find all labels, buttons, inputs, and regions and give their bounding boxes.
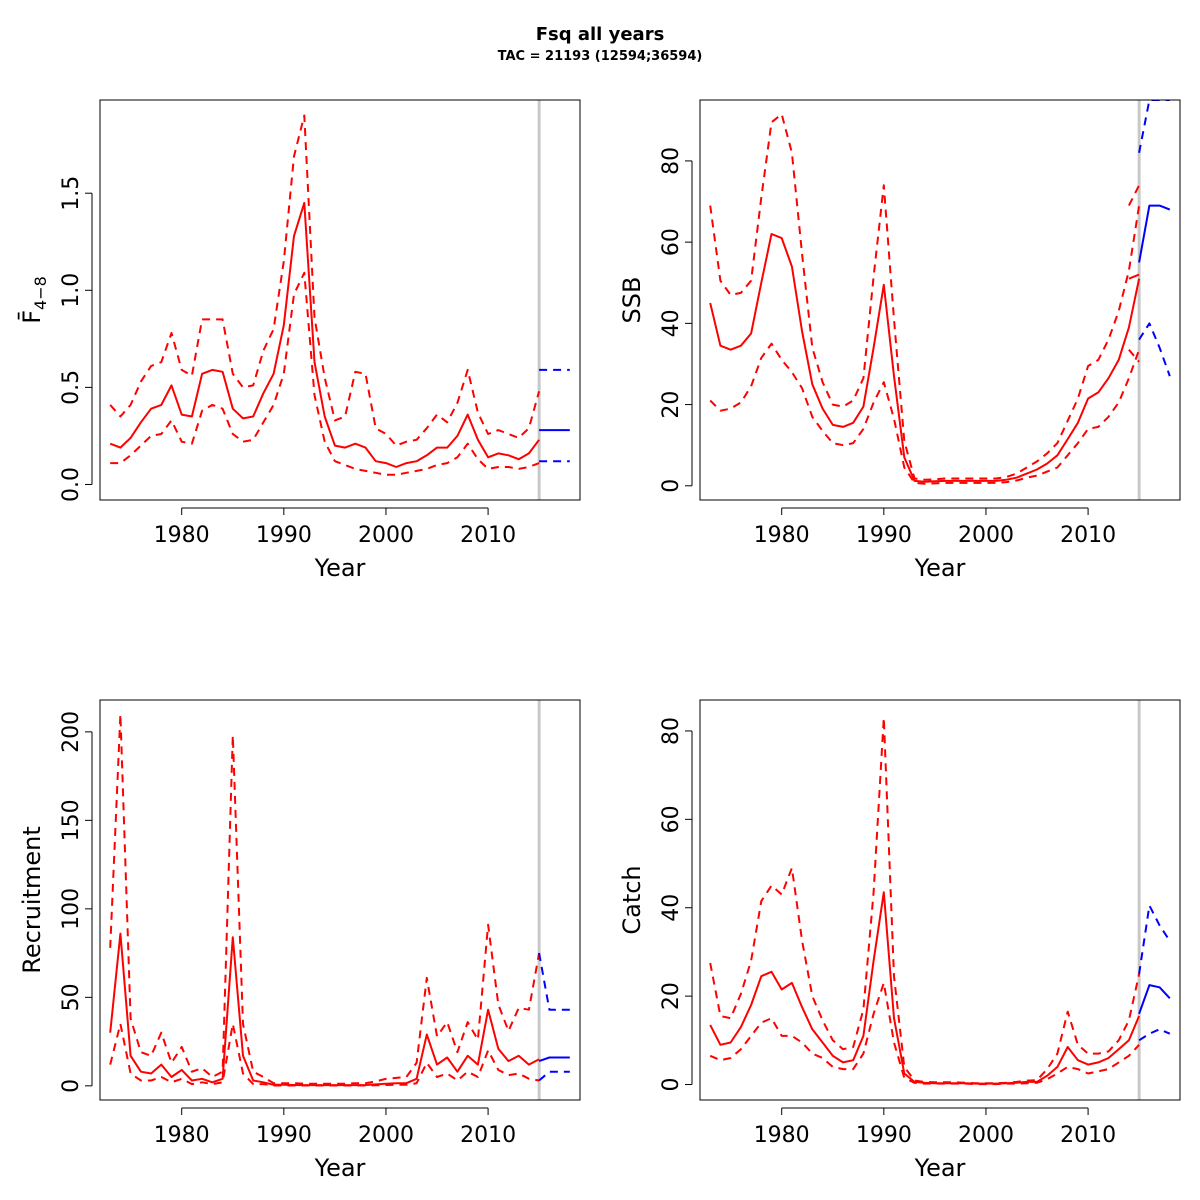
series-line-ci-8 [1138, 322, 1171, 377]
plot-frame [699, 699, 1181, 1101]
y-tick-label: 60 [659, 228, 684, 256]
y-tick-label: 0 [59, 1079, 84, 1093]
x-tick-label: 2010 [1060, 1123, 1116, 1148]
y-axis-label: Recruitment [18, 826, 46, 973]
series-line-ci-2 [110, 271, 540, 476]
x-tick-label: 2000 [958, 1123, 1014, 1148]
figure-subtitle: TAC = 21193 (12594;36594) [498, 49, 703, 64]
x-tick-label: 2010 [1060, 523, 1116, 548]
series-line-estimate-6 [1138, 204, 1171, 263]
series-line-ci-5 [1128, 349, 1140, 363]
series-line-ci-5 [1138, 1028, 1171, 1042]
x-axis: 1980 1990 2000 2010 Year [154, 1107, 516, 1182]
y-tick-label: 80 [659, 147, 684, 175]
y-tick-label: 40 [659, 309, 684, 337]
plot-frame [99, 99, 581, 501]
x-axis-label: Year [914, 554, 966, 582]
y-tick-label: 20 [659, 391, 684, 419]
series-line-estimate-3 [1128, 273, 1140, 280]
x-tick-label: 1980 [754, 523, 810, 548]
figure-title: Fsq all years [536, 24, 665, 45]
panel-fbar: 1980 1990 2000 2010 Year 0.0 0.5 1.0 1.5 F̄4−8 [17, 99, 581, 582]
x-tick-label: 2000 [358, 523, 414, 548]
series-line-ci-2 [709, 981, 1140, 1086]
series-line-estimate-0 [709, 891, 1141, 1085]
x-tick-label: 1980 [154, 1123, 210, 1148]
y-tick-label: 100 [59, 888, 84, 930]
y-tick-label: 20 [659, 982, 684, 1010]
series-line-ci-4 [1128, 184, 1140, 207]
y-tick-label: 40 [659, 894, 684, 922]
x-tick-label: 2010 [460, 1123, 516, 1148]
x-tick-label: 2000 [958, 523, 1014, 548]
x-axis-label: Year [314, 554, 366, 582]
x-tick-label: 1990 [856, 1123, 912, 1148]
x-axis-label: Year [914, 1154, 966, 1182]
series-line-ci-4 [1138, 904, 1171, 975]
y-tick-label: 200 [59, 711, 84, 753]
x-axis: 1980 1990 2000 2010 Year [754, 507, 1116, 582]
y-tick-label: 60 [659, 805, 684, 833]
y-tick-label: 1.0 [59, 273, 84, 308]
series-line-ci-1 [109, 114, 541, 447]
y-tick-label: 0 [659, 479, 684, 493]
series-line-estimate-0 [709, 233, 1141, 483]
y-tick-label: 0 [659, 1078, 684, 1092]
panel-ssb: 1980 1990 2000 2010 Year 0 20 40 60 80 SSB [618, 99, 1181, 582]
series-line-ci-2 [709, 342, 1141, 485]
panel-recruitment: 1980 1990 2000 2010 Year 0 50 100 150 200 Recruitm… [18, 699, 581, 1182]
series-line-ci-7 [1138, 100, 1170, 153]
y-tick-label: 80 [659, 717, 684, 745]
x-tick-label: 1990 [256, 1123, 312, 1148]
x-tick-label: 2000 [358, 1123, 414, 1148]
x-tick-label: 1990 [256, 523, 312, 548]
plot-frame [699, 99, 1181, 501]
series-line-ci-5 [538, 1070, 570, 1082]
x-axis-label: Year [314, 1154, 366, 1182]
y-axis-label: F̄4−8 [17, 276, 50, 324]
series-line-estimate-0 [109, 932, 540, 1087]
x-tick-label: 1980 [754, 1123, 810, 1148]
y-tick-label: 150 [59, 799, 84, 841]
series-line-estimate-0 [109, 201, 540, 468]
y-axis: 0 20 40 60 80 SSB [618, 147, 693, 493]
x-axis: 1980 1990 2000 2010 Year [754, 1107, 1116, 1182]
series-line-ci-1 [709, 113, 1141, 481]
series-line-ci-1 [709, 716, 1141, 1085]
y-axis-label: Catch [618, 865, 646, 934]
x-tick-label: 1990 [856, 523, 912, 548]
series-line-estimate-3 [538, 1056, 570, 1063]
y-tick-label: 0.0 [59, 467, 84, 502]
y-axis-label-subscript: 4−8 [31, 276, 50, 310]
y-axis-label: SSB [618, 277, 646, 324]
y-axis: 0 50 100 150 200 Recruitment [18, 711, 93, 1093]
y-axis: 0 20 40 60 80 Catch [618, 717, 693, 1092]
x-axis: 1980 1990 2000 2010 Year [154, 507, 516, 582]
plot-frame [99, 699, 581, 1101]
series-line-estimate-3 [1138, 984, 1171, 1015]
y-tick-label: 0.5 [59, 370, 84, 405]
panel-catch: 1980 1990 2000 2010 Year 0 20 40 60 80 Catch [618, 699, 1181, 1182]
y-tick-label: 50 [59, 983, 84, 1011]
series-line-ci-1 [109, 713, 541, 1085]
series-line-ci-4 [538, 952, 570, 1011]
x-tick-label: 1980 [154, 523, 210, 548]
y-axis: 0.0 0.5 1.0 1.5 F̄4−8 [17, 176, 93, 502]
y-tick-label: 1.5 [59, 176, 84, 211]
x-tick-label: 2010 [460, 523, 516, 548]
